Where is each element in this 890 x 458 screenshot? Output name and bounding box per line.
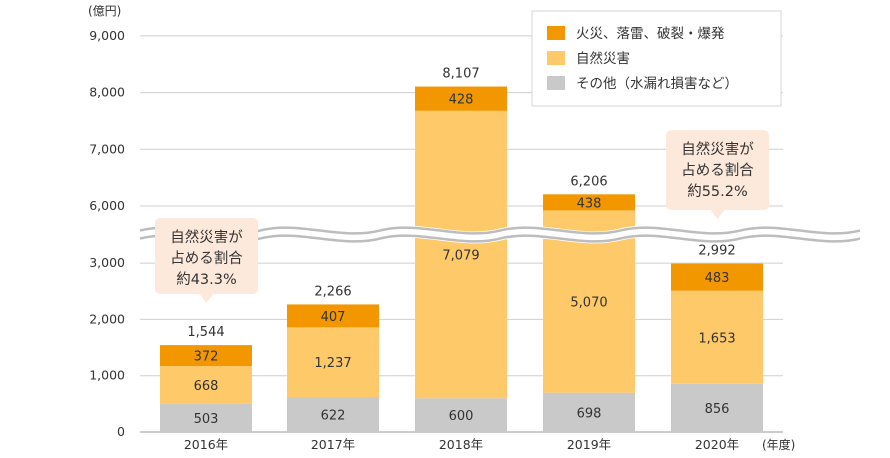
data-label: 622 xyxy=(321,408,346,423)
y-tick-label: 6,000 xyxy=(89,198,125,213)
data-label: 438 xyxy=(577,196,602,211)
bar-segment xyxy=(160,345,252,367)
callout-text: 約55.2% xyxy=(687,183,748,200)
bar-segment xyxy=(160,366,252,404)
y-tick-label: 7,000 xyxy=(89,141,125,156)
data-label: 1,237 xyxy=(314,356,351,371)
total-label: 1,544 xyxy=(187,325,224,340)
data-label: 503 xyxy=(194,412,219,427)
legend-label: 火災、落雷、破裂・爆発 xyxy=(576,26,725,42)
total-label: 6,206 xyxy=(570,174,607,189)
axis-break-band xyxy=(138,225,862,244)
callout-text: 自然災害が xyxy=(170,229,243,246)
x-tick-labels: 2016年 2017年 2018年 2019年 2020年 xyxy=(184,437,739,452)
legend-box xyxy=(531,10,782,107)
data-label: 698 xyxy=(577,406,602,421)
bar-segment xyxy=(543,194,635,211)
callout-pointer xyxy=(710,210,725,219)
total-label: 2,266 xyxy=(314,284,351,299)
legend-swatch xyxy=(547,26,565,40)
total-label: 8,107 xyxy=(442,67,479,82)
callout-box xyxy=(666,130,769,210)
data-label: 483 xyxy=(705,271,730,286)
x-tick-label: 2016年 xyxy=(184,437,228,452)
x-axis-unit: (年度) xyxy=(762,437,795,452)
data-label: 5,070 xyxy=(570,296,607,311)
y-tick-labels: 9,000 8,000 7,000 6,000 3,000 2,000 1,000 0 xyxy=(89,28,125,439)
bar-segment xyxy=(287,304,379,328)
legend-swatch xyxy=(547,76,565,90)
callout-text: 約43.3% xyxy=(176,271,237,288)
y-tick-label: 2,000 xyxy=(89,311,125,326)
bar-segment xyxy=(671,263,763,291)
y-tick-label: 3,000 xyxy=(89,255,125,270)
data-label: 407 xyxy=(321,310,346,325)
axis-break-line xyxy=(139,226,861,235)
data-label: 600 xyxy=(449,409,474,424)
data-label: 668 xyxy=(194,379,219,394)
bar-segment xyxy=(415,398,507,432)
data-label: 428 xyxy=(449,93,474,108)
y-axis-unit: (億円) xyxy=(88,4,121,18)
callout-text: 自然災害が xyxy=(681,141,754,158)
legend-swatch xyxy=(547,51,565,65)
y-tick-label: 9,000 xyxy=(89,28,125,43)
bar-segment xyxy=(160,403,252,432)
y-tick-label: 0 xyxy=(117,424,125,439)
bar-segment xyxy=(543,392,635,432)
x-tick-label: 2018年 xyxy=(439,437,483,452)
bars: 503 668 372 1,544 622 1,237 407 2,266 600 7,079 42… xyxy=(160,67,763,432)
bar-segment xyxy=(287,396,379,432)
callout-pointer xyxy=(199,294,214,303)
legend-label: 自然災害 xyxy=(576,50,630,67)
x-tick-label: 2020年 xyxy=(695,437,739,452)
bar-segment xyxy=(415,110,507,399)
data-label: 856 xyxy=(705,402,730,417)
data-label: 1,653 xyxy=(698,331,735,346)
legend-label: その他（水漏れ損害など） xyxy=(576,76,738,92)
bar-segment xyxy=(671,290,763,384)
data-label: 7,079 xyxy=(442,249,479,264)
bar-segment xyxy=(415,86,507,111)
y-tick-label: 1,000 xyxy=(89,368,125,383)
callout-text: 占める割合 xyxy=(170,250,243,267)
bar-segment xyxy=(287,327,379,397)
callout-text: 占める割合 xyxy=(681,162,754,179)
callout-box xyxy=(155,218,258,294)
data-label: 372 xyxy=(194,350,219,365)
y-tick-label: 8,000 xyxy=(89,85,125,100)
axis-break-line xyxy=(139,234,861,243)
bar-segment xyxy=(671,383,763,432)
x-tick-label: 2019年 xyxy=(567,437,611,452)
axis-break xyxy=(138,225,862,244)
total-label: 2,992 xyxy=(698,244,735,259)
x-tick-label: 2017年 xyxy=(311,437,355,452)
